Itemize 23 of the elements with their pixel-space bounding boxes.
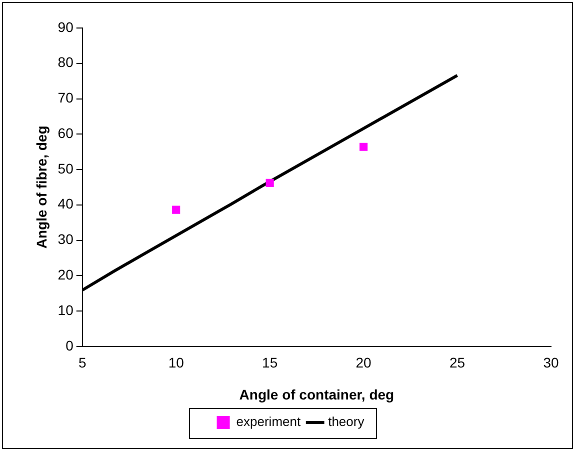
legend-label: experiment: [236, 414, 301, 430]
point: [172, 206, 180, 214]
legend-label: theory: [328, 414, 365, 430]
x-tick-label: 25: [449, 354, 466, 371]
y-tick-label: 40: [58, 196, 74, 212]
y-tick-label: 30: [58, 231, 74, 248]
point: [360, 142, 368, 151]
x-axis-title: Angle of container, deg: [239, 386, 394, 402]
y-axis-title: Angle of fibre, deg: [33, 126, 50, 249]
x-tick-label: 20: [356, 354, 372, 371]
y-tick-label: 50: [58, 160, 74, 176]
point: [266, 178, 274, 187]
y-tick-label: 90: [58, 18, 74, 35]
x-tick-label: 10: [168, 354, 184, 371]
y-tick-label: 80: [58, 54, 74, 70]
x-tick-label: 15: [262, 354, 278, 371]
y-tick-label: 20: [58, 266, 74, 283]
x-tick-label: 30: [543, 354, 559, 371]
y-tick-label: 60: [58, 124, 74, 141]
y-tick-label: 70: [58, 90, 74, 106]
x-tick-label: 5: [78, 354, 86, 371]
y-tick-label: 10: [58, 302, 74, 318]
y-tick-label: 0: [66, 337, 74, 354]
